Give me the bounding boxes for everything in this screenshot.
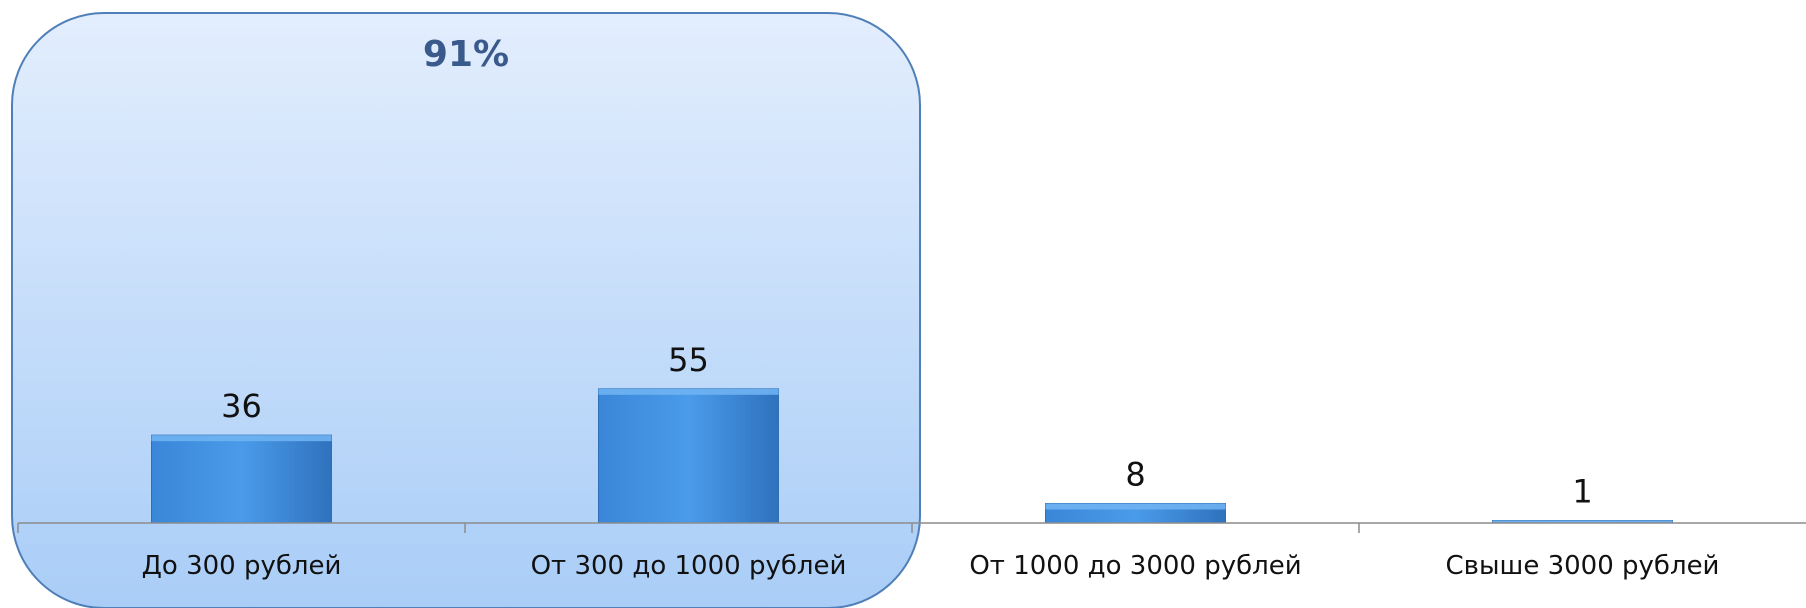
bar-top-bevel (598, 388, 779, 395)
category-labels: До 300 рублей От 300 до 1000 рублей От 100… (142, 551, 1720, 581)
category-label: От 1000 до 3000 рублей (969, 551, 1301, 581)
bars-group (151, 388, 1673, 524)
category-label: До 300 рублей (142, 551, 342, 581)
category-label: От 300 до 1000 рублей (531, 551, 847, 581)
bar-1 (151, 434, 332, 524)
category-label: Свыше 3000 рублей (1446, 551, 1720, 581)
bar-top-bevel (1492, 520, 1673, 523)
data-label: 55 (668, 341, 709, 379)
highlight-label: 91% (423, 34, 509, 75)
data-label: 36 (221, 387, 262, 425)
bar-2 (598, 388, 779, 524)
bar (598, 388, 779, 524)
data-label: 8 (1125, 455, 1145, 493)
bar-top-bevel (1045, 503, 1226, 510)
value-labels: 36 55 8 1 (221, 341, 1593, 511)
x-axis-ticks (17, 523, 1360, 533)
bar (151, 434, 332, 524)
bar-top-bevel (151, 435, 332, 442)
bar-3 (1045, 502, 1226, 524)
highlight-box (11, 12, 921, 608)
data-label: 1 (1572, 473, 1592, 511)
